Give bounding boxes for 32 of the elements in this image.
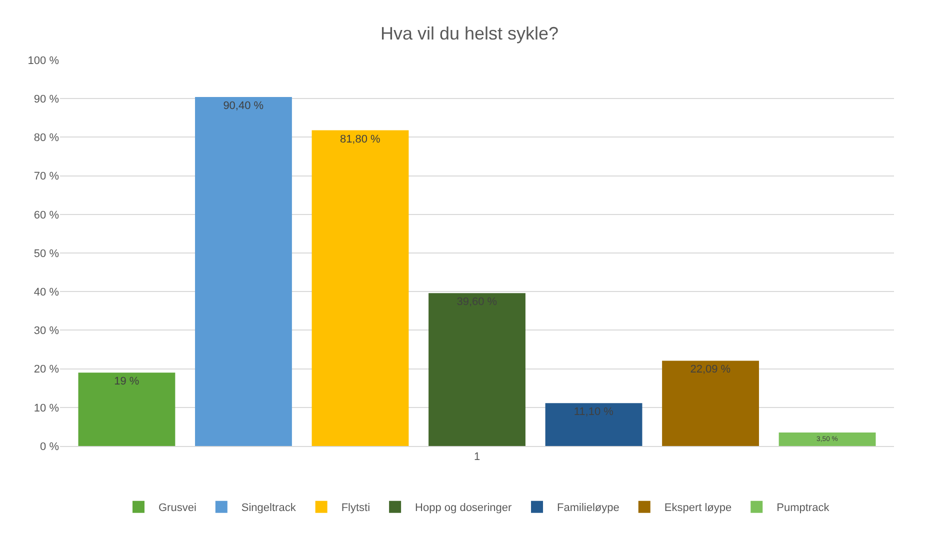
bar <box>78 372 176 446</box>
legend-label: Grusvei <box>158 502 196 514</box>
bar <box>312 130 409 446</box>
data-label: 19 % <box>114 376 140 388</box>
data-label: 81,80 % <box>340 133 381 146</box>
data-label: 11,10 % <box>574 406 614 418</box>
y-tick-label: 20 % <box>34 364 60 376</box>
legend-label: Singeltrack <box>241 502 296 514</box>
legend-label: Familieløype <box>557 502 620 514</box>
bar <box>195 97 292 446</box>
x-tick-label: 1 <box>474 451 480 464</box>
y-tick-label: 30 % <box>34 325 60 338</box>
bar <box>778 432 876 446</box>
data-label: 22,09 % <box>690 364 731 376</box>
bar <box>662 360 759 446</box>
y-tick-label: 50 % <box>34 248 60 260</box>
legend-label: Hopp og doseringer <box>415 502 512 514</box>
legend-label: Pumptrack <box>776 502 830 514</box>
legend-label: Ekspert løype <box>664 502 732 514</box>
data-label: 90,40 % <box>223 100 264 112</box>
y-tick-label: 40 % <box>34 286 60 298</box>
bar <box>545 403 642 446</box>
y-tick-label: 0 % <box>40 440 60 453</box>
y-tick-label: 10 % <box>34 402 60 414</box>
legend-label: Flytsti <box>341 502 370 514</box>
chart-title: Hva vil du helst sykle? <box>380 23 559 44</box>
y-tick-label: 60 % <box>34 209 60 222</box>
y-tick-label: 80 % <box>34 132 60 144</box>
y-tick-label: 100 % <box>28 54 60 67</box>
bar <box>428 293 526 446</box>
y-tick-label: 90 % <box>34 93 60 106</box>
y-tick-label: 70 % <box>34 170 60 183</box>
